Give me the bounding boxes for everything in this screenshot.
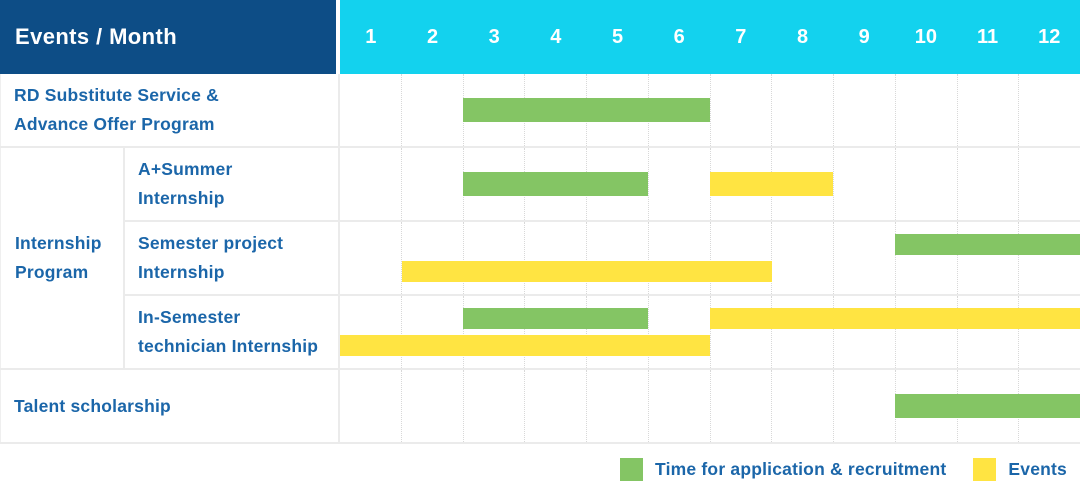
month-gridline-cell — [771, 370, 833, 442]
legend-label-recruitment: Time for application & recruitment — [655, 458, 947, 479]
month-header-cell: 6 — [673, 25, 685, 48]
month-gridline-cell — [1018, 148, 1080, 220]
month-header-row: 1 2 3 4 5 6 7 8 9 10 11 12 — [340, 0, 1080, 74]
chart-row — [340, 296, 1080, 370]
month-header-cell: 7 — [735, 25, 747, 48]
month-gridline-cell — [709, 222, 772, 294]
chart-row — [340, 148, 1080, 222]
month-header-cell: 2 — [426, 25, 439, 48]
month-gridline-cell — [647, 296, 710, 368]
month-gridline-cell — [956, 148, 1019, 220]
bar-events — [401, 261, 772, 282]
month-gridline-cell — [340, 148, 401, 220]
month-header-cell: 3 — [488, 25, 500, 48]
month-gridline-cell — [400, 74, 463, 146]
month-gridline-cell — [524, 370, 586, 442]
month-header-cell: 4 — [550, 25, 562, 48]
legend-item-recruitment: Time for application & recruitment — [620, 457, 947, 481]
month-gridlines — [340, 222, 1080, 294]
legend-swatch-recruitment-icon — [620, 457, 644, 481]
month-gridline-cell — [833, 74, 895, 146]
month-header-cell: 10 — [914, 25, 937, 48]
month-gridline-cell — [340, 370, 401, 442]
table-body: RD Substitute Service & Advance Offer Pr… — [0, 74, 1080, 444]
month-gridline-cell — [956, 222, 1019, 294]
chart-row — [340, 222, 1080, 296]
month-gridline-cell — [400, 222, 463, 294]
month-gridline-cell — [462, 222, 525, 294]
legend-item-events: Events — [973, 457, 1067, 481]
table-header: Events / Month 1 2 3 4 5 6 7 8 9 10 11 12 — [0, 0, 1080, 74]
sub-label-cell: Semester project Internship — [125, 222, 340, 296]
header-title-cell: Events / Month — [0, 0, 340, 74]
group-label-cell: Internship Program — [0, 148, 125, 370]
month-gridline-cell — [833, 148, 895, 220]
bar-recruitment — [463, 308, 649, 329]
month-gridline-cell — [462, 74, 525, 146]
month-gridline-cell — [833, 370, 895, 442]
month-gridline-cell — [400, 370, 463, 442]
month-gridline-cell — [524, 296, 586, 368]
month-gridline-cell — [1018, 74, 1080, 146]
month-gridline-cell — [709, 370, 772, 442]
month-gridline-cell — [1018, 296, 1080, 368]
month-gridline-cell — [340, 74, 401, 146]
month-gridline-cell — [771, 222, 833, 294]
legend: Time for application & recruitment Event… — [620, 444, 1067, 494]
legend-label-events: Events — [1008, 458, 1067, 479]
bar-events — [710, 308, 1080, 329]
bar-recruitment — [463, 172, 649, 196]
month-header-cell: 8 — [796, 25, 809, 48]
sub-label-cell: In-Semester technician Internship — [125, 296, 340, 370]
row-label-cell: Talent scholarship — [0, 370, 340, 444]
month-gridline-cell — [647, 370, 710, 442]
month-gridline-cell — [709, 148, 772, 220]
month-gridline-cell — [771, 296, 833, 368]
month-gridline-cell — [894, 296, 957, 368]
month-gridline-cell — [586, 222, 648, 294]
month-gridline-cell — [462, 296, 525, 368]
month-header-cell: 1 — [365, 25, 377, 48]
chart-row — [340, 370, 1080, 444]
chart-row — [340, 74, 1080, 148]
month-gridline-cell — [894, 74, 957, 146]
month-header-cell: 5 — [611, 25, 624, 48]
month-gridline-cell — [340, 296, 401, 368]
bar-events — [710, 172, 834, 196]
month-gridlines — [340, 296, 1080, 368]
month-gridline-cell — [340, 222, 401, 294]
month-gridline-cell — [894, 148, 957, 220]
month-gridline-cell — [771, 74, 833, 146]
month-gridline-cell — [709, 296, 772, 368]
bar-events — [340, 335, 710, 356]
month-gridline-cell — [1018, 222, 1080, 294]
bar-recruitment — [895, 394, 1080, 418]
month-gridlines — [340, 74, 1080, 146]
month-gridline-cell — [956, 74, 1019, 146]
row-label-cell: RD Substitute Service & Advance Offer Pr… — [0, 74, 340, 148]
month-gridline-cell — [462, 148, 525, 220]
month-gridline-cell — [586, 296, 648, 368]
month-gridline-cell — [647, 222, 710, 294]
bar-recruitment — [895, 234, 1080, 255]
month-header-cell: 9 — [858, 25, 870, 48]
month-gridline-cell — [833, 222, 895, 294]
month-gridline-cell — [894, 222, 957, 294]
month-gridline-cell — [956, 296, 1019, 368]
month-gridline-cell — [833, 296, 895, 368]
month-gridline-cell — [586, 370, 648, 442]
month-gridline-cell — [524, 222, 586, 294]
month-header-cell: 11 — [976, 25, 999, 48]
month-gridline-cell — [400, 148, 463, 220]
month-gridline-cell — [400, 296, 463, 368]
bar-recruitment — [463, 98, 710, 122]
month-header-cell: 12 — [1038, 25, 1061, 48]
month-gridline-cell — [709, 74, 772, 146]
header-title: Events / Month — [15, 24, 178, 49]
month-gridline-cell — [647, 148, 710, 220]
sub-label-cell: A+Summer Internship — [125, 148, 340, 222]
legend-swatch-events-icon — [973, 457, 997, 481]
month-gridline-cell — [462, 370, 525, 442]
